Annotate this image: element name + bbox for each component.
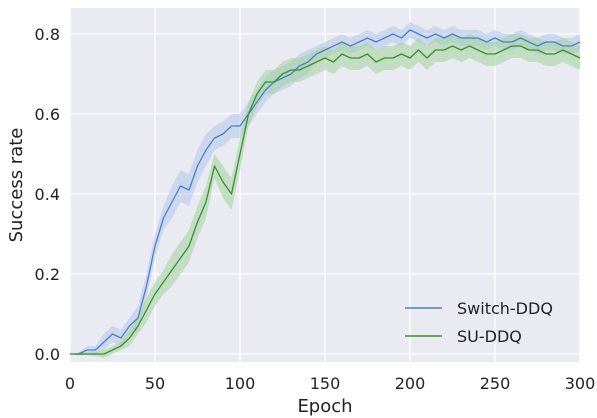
tick-labels: 0 50 100 150 200 250 300 0.0 0.2 0.4 0.6 0.8 <box>35 25 596 393</box>
band-switch-ddq <box>70 22 580 356</box>
y-tick-label: 0.6 <box>35 105 60 124</box>
x-tick-label: 300 <box>565 374 596 393</box>
x-tick-label: 200 <box>395 374 426 393</box>
y-tick-label: 0.4 <box>35 185 60 204</box>
legend: Switch-DDQ SU-DDQ <box>405 299 553 346</box>
grid <box>69 8 581 362</box>
confidence-bands <box>70 22 580 358</box>
y-tick-label: 0.8 <box>35 25 60 44</box>
series-lines <box>70 29 581 355</box>
x-axis-label: Epoch <box>297 396 352 417</box>
x-tick-label: 50 <box>145 374 165 393</box>
line-su-ddq <box>70 45 581 355</box>
x-tick-label: 250 <box>480 374 511 393</box>
y-tick-label: 0.0 <box>35 345 60 364</box>
line-switch-ddq <box>70 29 581 355</box>
y-axis-label: Success rate <box>6 128 27 243</box>
legend-label: SU-DDQ <box>457 327 522 346</box>
y-tick-label: 0.2 <box>35 265 60 284</box>
x-tick-label: 150 <box>310 374 341 393</box>
x-tick-label: 100 <box>225 374 256 393</box>
x-tick-label: 0 <box>65 374 75 393</box>
legend-label: Switch-DDQ <box>457 299 553 318</box>
